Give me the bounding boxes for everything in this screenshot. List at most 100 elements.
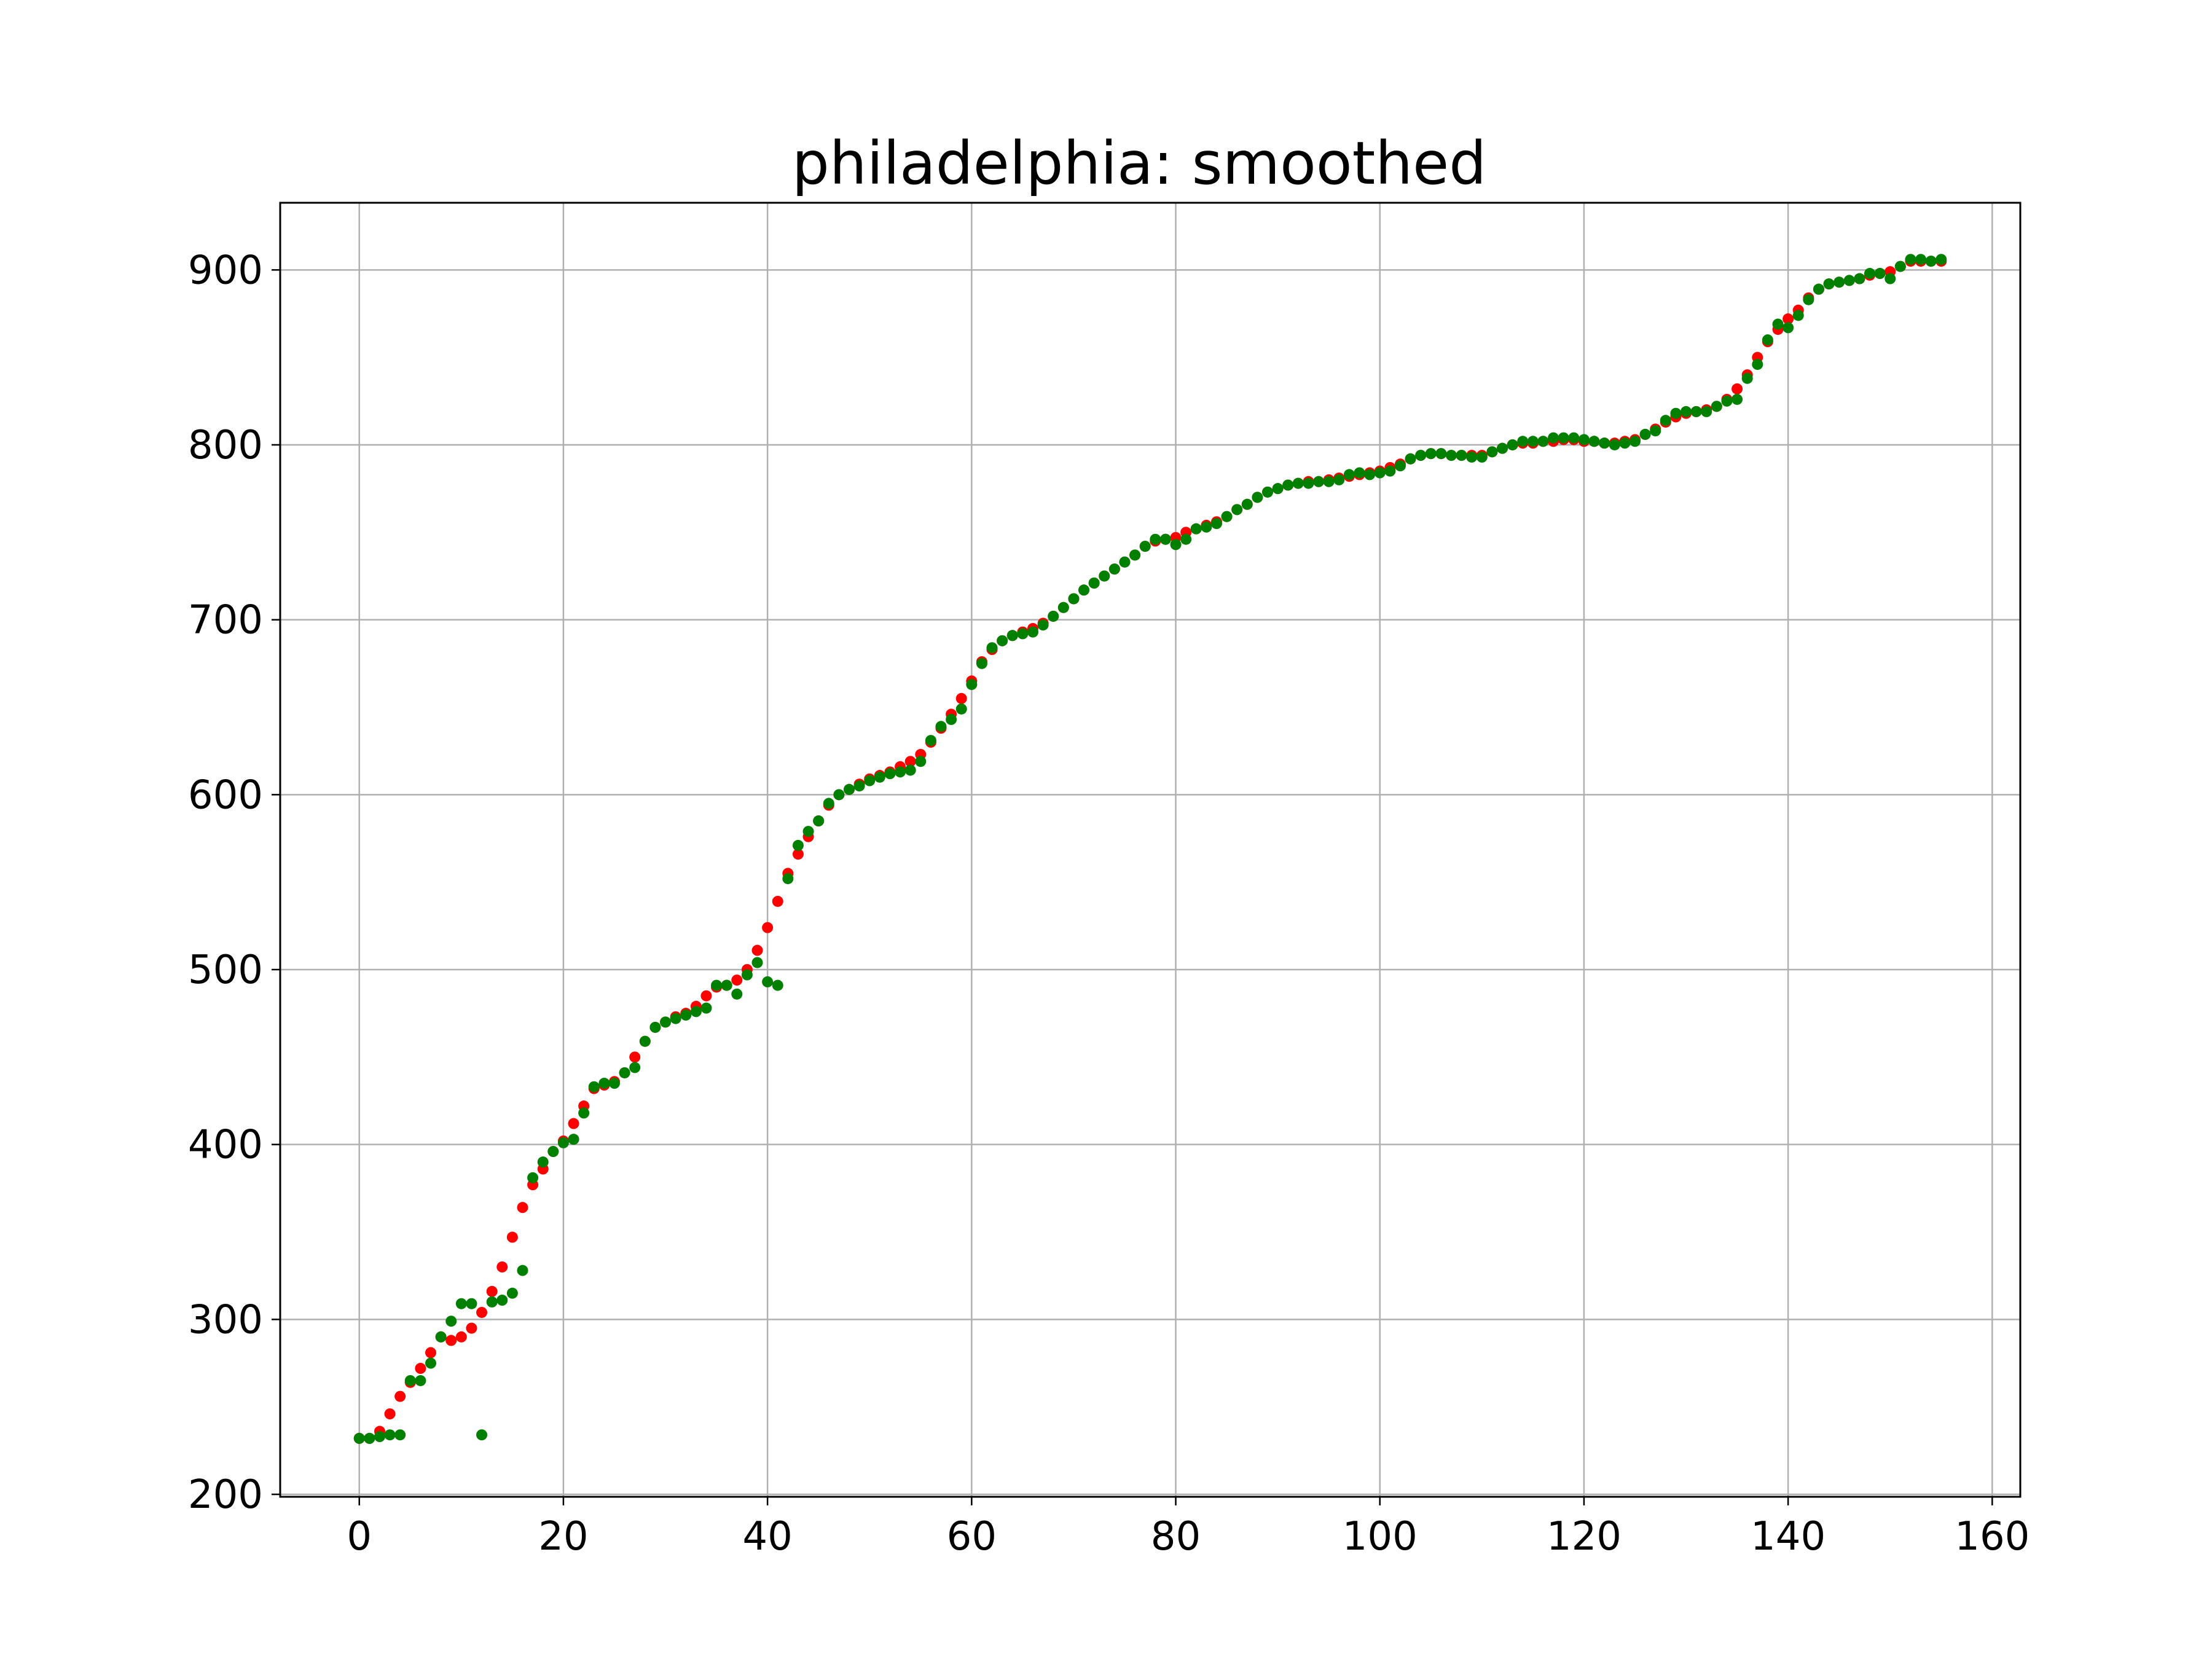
raw-point [537, 1156, 549, 1168]
raw-point [1670, 407, 1682, 419]
smoothed-point [384, 1408, 396, 1420]
raw-point [1681, 406, 1692, 417]
smoothed-point [568, 1118, 579, 1129]
raw-point [1792, 310, 1804, 321]
raw-point [1588, 436, 1600, 447]
smoothed-point [772, 895, 783, 907]
raw-point [1568, 432, 1580, 444]
smoothed-point [425, 1347, 436, 1359]
raw-point [1609, 439, 1620, 450]
raw-point [1159, 533, 1171, 545]
raw-point [527, 1172, 539, 1183]
raw-point [1108, 563, 1120, 575]
raw-point [404, 1375, 416, 1386]
raw-point [823, 798, 834, 809]
smoothed-point [415, 1363, 426, 1375]
raw-point [751, 957, 763, 968]
raw-point [721, 979, 732, 991]
y-tick-label: 200 [188, 1472, 263, 1518]
smoothed-point [731, 975, 743, 986]
raw-point [1374, 467, 1386, 479]
raw-point [1445, 450, 1457, 461]
raw-point [415, 1375, 426, 1386]
raw-point [425, 1357, 436, 1369]
raw-point [1384, 465, 1396, 477]
smoothed-point [1783, 313, 1794, 325]
raw-point [476, 1429, 488, 1441]
raw-point [1088, 577, 1100, 589]
smoothed-point [904, 756, 916, 767]
raw-point [1129, 549, 1141, 561]
smoothed-point [394, 1390, 406, 1402]
raw-point [813, 815, 825, 827]
raw-point [445, 1316, 457, 1327]
raw-point [1210, 518, 1222, 530]
raw-point [353, 1432, 365, 1444]
raw-point [374, 1431, 385, 1443]
raw-point [1048, 610, 1059, 622]
raw-point [853, 780, 865, 792]
raw-point [1537, 436, 1549, 447]
raw-point [1435, 448, 1447, 460]
raw-point [1497, 442, 1508, 454]
raw-point [455, 1298, 467, 1309]
raw-point [976, 657, 987, 669]
raw-point [895, 766, 906, 778]
raw-point [1936, 254, 1947, 265]
raw-point [466, 1298, 477, 1309]
raw-point [1834, 276, 1845, 288]
raw-point [1650, 425, 1661, 437]
raw-point [1282, 479, 1294, 491]
raw-point [1762, 334, 1773, 346]
raw-point [1006, 630, 1018, 641]
raw-point [1752, 359, 1763, 371]
raw-point [1425, 448, 1437, 460]
raw-point [844, 783, 855, 795]
raw-point [486, 1296, 498, 1308]
raw-point [1507, 439, 1518, 450]
raw-point [1885, 273, 1896, 284]
raw-point [1323, 476, 1335, 487]
raw-point [1057, 602, 1069, 613]
y-tick-label: 700 [188, 598, 263, 643]
raw-point [1548, 432, 1559, 444]
raw-point [864, 775, 876, 786]
smoothed-point [751, 944, 763, 956]
raw-point [955, 703, 967, 715]
raw-point [1732, 393, 1743, 405]
raw-point [1466, 451, 1478, 463]
raw-point [1925, 256, 1937, 267]
grid-lines [280, 203, 2020, 1497]
raw-point [1783, 322, 1794, 334]
raw-point [997, 635, 1008, 646]
raw-point [1333, 474, 1345, 485]
x-tick-label: 40 [742, 1514, 792, 1559]
raw-point [578, 1107, 590, 1119]
plot-frame [279, 202, 2022, 1498]
raw-point [1823, 278, 1835, 290]
raw-point [1027, 626, 1038, 638]
raw-point [946, 713, 957, 725]
raw-point [1660, 415, 1671, 426]
raw-point [496, 1295, 508, 1306]
raw-point [517, 1265, 528, 1276]
raw-point [772, 979, 783, 991]
raw-point [1078, 584, 1090, 596]
raw-point [1292, 477, 1304, 489]
raw-point [1354, 467, 1365, 479]
raw-point [1772, 318, 1784, 330]
raw-point [1394, 460, 1406, 472]
axis-ticks: 0 20 40 60 80 100 120 140 160 200 300 400 500 600 700 8… [188, 248, 2030, 1559]
raw-point [782, 873, 794, 884]
y-tick-label: 900 [188, 248, 263, 293]
data-points [353, 254, 1947, 1444]
smoothed-point [629, 1051, 641, 1063]
chart-title: philadelphia: smoothed [792, 129, 1486, 198]
raw-point [1486, 446, 1498, 458]
raw-point [1231, 504, 1243, 516]
raw-point [1150, 533, 1161, 545]
raw-point [1721, 395, 1733, 407]
raw-point [1854, 273, 1865, 284]
raw-point [925, 735, 936, 747]
